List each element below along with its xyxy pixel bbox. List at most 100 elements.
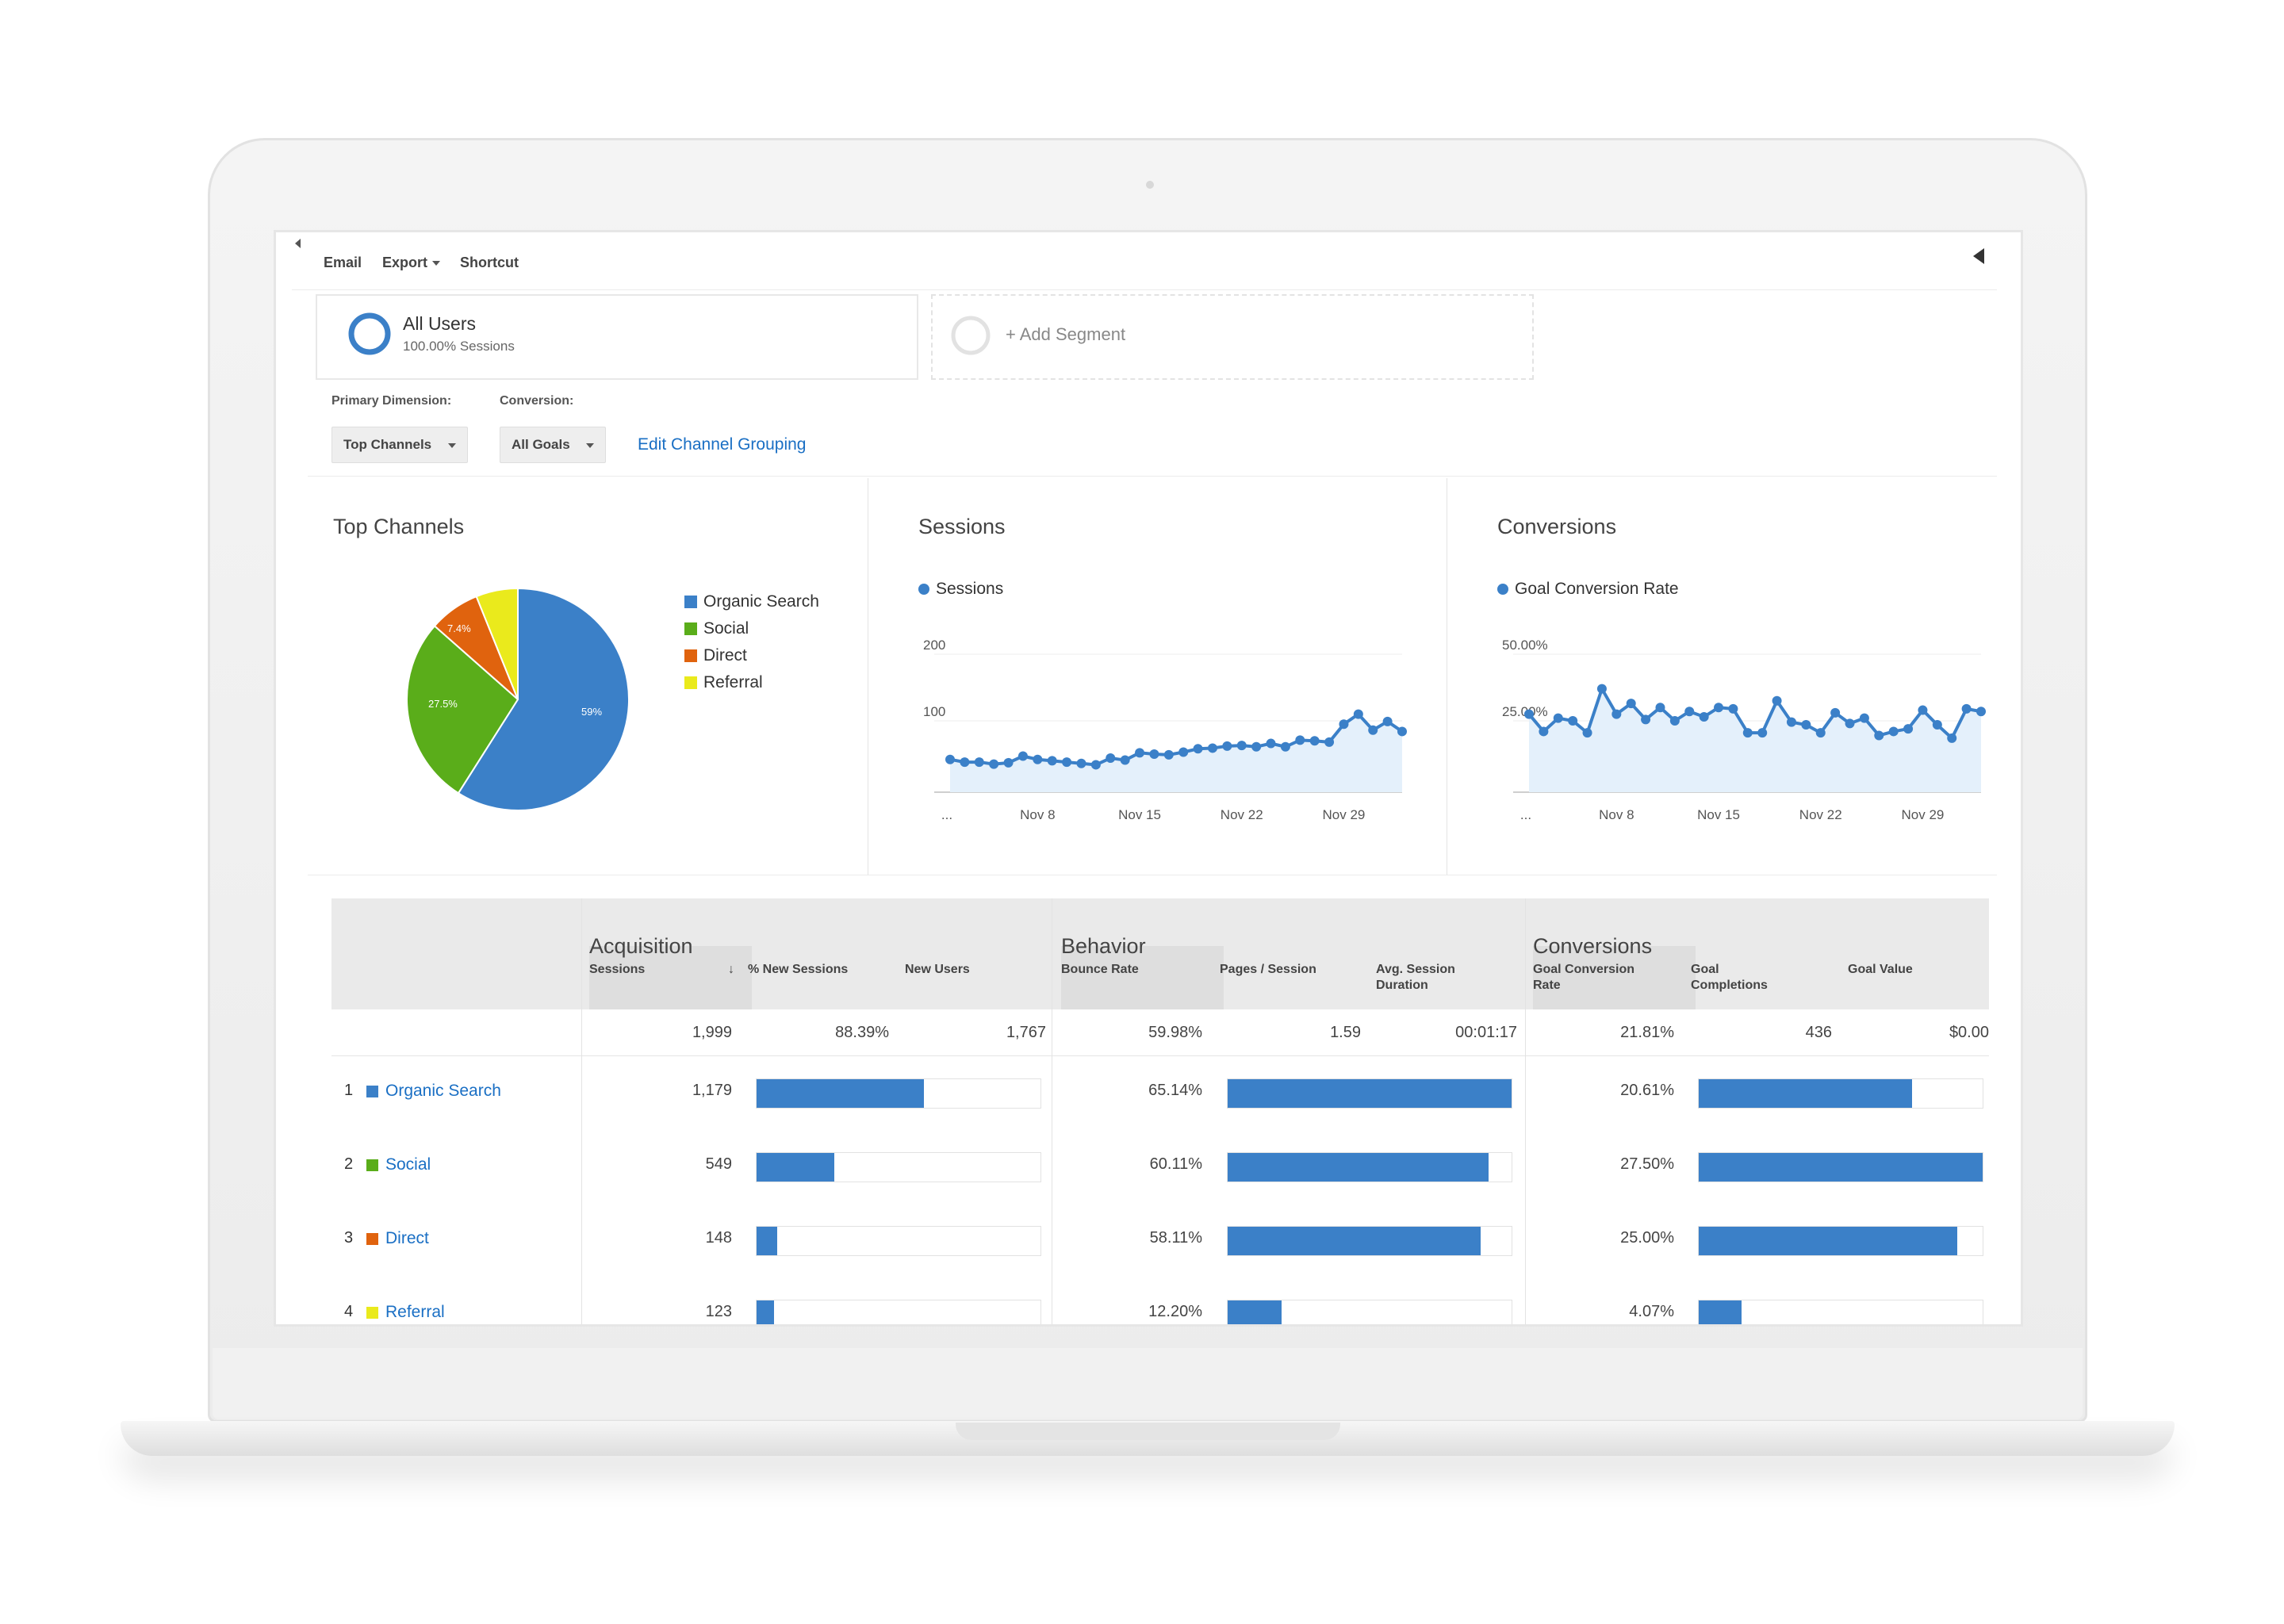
group-conversions: Conversions — [1533, 934, 1653, 958]
row-gcr: 27.50% — [1620, 1155, 1674, 1173]
pie-slice-referral — [475, 587, 519, 700]
data-point — [1772, 695, 1782, 706]
pie-slice-organic — [457, 587, 630, 811]
segment-all-users[interactable]: All Users 100.00% Sessions — [316, 294, 918, 380]
x-tick-label: Nov 8 — [1599, 807, 1634, 822]
col-pages-session[interactable]: Pages / Session — [1220, 963, 1316, 976]
col-sessions[interactable]: Sessions ↓ — [589, 962, 734, 978]
data-point — [960, 757, 970, 768]
table-row: 2 Social 549 60.11% 27.50% — [331, 1130, 1989, 1205]
gcr-bar-fill — [1699, 1227, 1957, 1255]
legend-referral: Referral — [684, 673, 763, 692]
total-gv: $0.00 — [1949, 1024, 1989, 1041]
y-tick-label: 200 — [923, 638, 945, 653]
legend-swatch — [684, 596, 697, 609]
total-avg-duration: 00:01:17 — [1455, 1024, 1517, 1041]
bounce-bar — [1227, 1226, 1512, 1256]
data-point — [974, 757, 984, 768]
data-point — [1368, 725, 1378, 735]
totals-row — [331, 1009, 1989, 1056]
edit-channel-grouping-link[interactable]: Edit Channel Grouping — [638, 435, 807, 454]
sessions-bar — [756, 1226, 1041, 1256]
data-point — [1830, 707, 1841, 718]
laptop-notch — [956, 1423, 1340, 1440]
shortcut-button[interactable]: Shortcut — [460, 255, 519, 270]
channel-link[interactable]: Organic Search — [385, 1082, 501, 1100]
row-number: 2 — [344, 1155, 354, 1173]
data-point — [1539, 726, 1549, 737]
legend-dot — [1497, 584, 1508, 596]
x-tick-label: Nov 15 — [1118, 807, 1161, 822]
data-point — [1339, 719, 1349, 730]
data-point — [1888, 726, 1899, 737]
bounce-bar — [1227, 1152, 1512, 1182]
legend-label: Sessions — [936, 580, 1004, 598]
channel-link[interactable]: Referral — [385, 1303, 445, 1321]
email-button[interactable]: Email — [324, 255, 362, 270]
bounce-bar — [1227, 1300, 1512, 1324]
sessions-chart: 100 200... Nov 8 Nov 15 Nov 22 Nov 29 — [923, 638, 1407, 822]
data-point — [1611, 709, 1622, 719]
data-point — [1947, 733, 1957, 743]
col-bounce-rate[interactable]: Bounce Rate — [1061, 963, 1139, 976]
data-point — [1047, 756, 1057, 766]
channel-link[interactable]: Social — [385, 1155, 431, 1174]
data-point — [1003, 757, 1014, 768]
data-point — [1280, 741, 1290, 752]
data-point — [1076, 758, 1086, 768]
series-area — [1529, 688, 1981, 792]
total-gc: 436 — [1805, 1024, 1832, 1041]
data-point — [1222, 741, 1232, 751]
data-point — [1251, 741, 1262, 752]
gcr-bar — [1698, 1152, 1983, 1182]
data-point — [1163, 749, 1174, 760]
data-point — [1193, 744, 1203, 754]
data-point — [1149, 749, 1159, 759]
col-avg-line1: Avg. Session — [1376, 963, 1455, 976]
data-point — [1397, 726, 1407, 737]
column-divider — [1525, 898, 1526, 1324]
bounce-bar-fill — [1228, 1079, 1512, 1108]
x-tick-label: Nov 8 — [1020, 807, 1055, 822]
data-point — [1353, 709, 1363, 719]
channel-swatch — [366, 1086, 378, 1097]
total-gcr: 21.81% — [1620, 1024, 1674, 1041]
bounce-bar-fill — [1228, 1300, 1282, 1324]
table-row: 4 Referral 123 12.20% 4.07% — [331, 1277, 1989, 1324]
total-pct-new: 88.39% — [835, 1024, 889, 1041]
col-goal-value[interactable]: Goal Value — [1848, 963, 1913, 976]
x-tick-label: Nov 29 — [1902, 807, 1945, 822]
x-tick-label: Nov 15 — [1697, 807, 1740, 822]
legend-dot — [918, 584, 929, 596]
col-goal-completions[interactable]: Goal Completions — [1691, 962, 1768, 994]
y-tick-label: 100 — [923, 704, 945, 719]
pin-icon[interactable] — [1973, 248, 1984, 264]
total-pages: 1.59 — [1330, 1024, 1361, 1041]
col-new-users[interactable]: New Users — [905, 963, 970, 976]
collapse-arrow-icon[interactable] — [295, 239, 301, 248]
sessions-bar-fill — [757, 1227, 778, 1255]
conversion-select[interactable]: All Goals — [500, 427, 606, 463]
total-sessions: 1,999 — [692, 1024, 732, 1041]
gcr-bar-fill — [1699, 1300, 1742, 1324]
header-shade — [1061, 946, 1224, 1009]
pie-label-social: 27.5% — [428, 698, 458, 710]
primary-dimension-select[interactable]: Top Channels — [331, 427, 468, 463]
col-pct-new-sessions[interactable]: % New Sessions — [748, 963, 849, 976]
data-point — [1714, 703, 1724, 713]
data-point — [1295, 735, 1305, 745]
col-gcr-line1: Goal Conversion — [1533, 963, 1635, 976]
data-point — [1626, 699, 1636, 709]
col-avg-session-duration[interactable]: Avg. Session Duration — [1376, 962, 1455, 994]
channel-swatch — [366, 1233, 378, 1245]
data-point — [1382, 716, 1393, 726]
channel-link[interactable]: Direct — [385, 1229, 429, 1247]
x-tick-label: ... — [941, 807, 952, 822]
laptop-bezel — [213, 1348, 2083, 1419]
col-goal-conversion-rate[interactable]: Goal Conversion Rate — [1533, 962, 1634, 994]
group-acquisition: Acquisition — [589, 934, 693, 958]
primary-dimension-label: Primary Dimension: — [331, 394, 452, 408]
export-button[interactable]: Export — [382, 255, 441, 271]
data-point — [1903, 724, 1914, 734]
add-segment-button[interactable]: + Add Segment — [931, 294, 1534, 380]
